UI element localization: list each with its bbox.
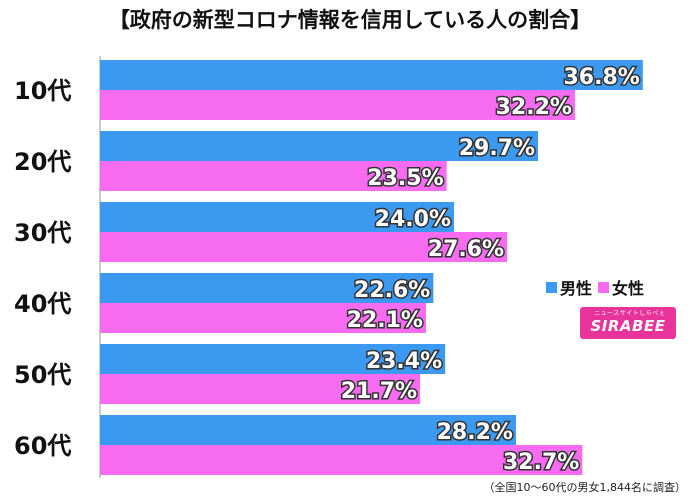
chart-title: 【政府の新型コロナ情報を信用している人の割合】 <box>108 8 592 32</box>
bar-female <box>100 445 583 475</box>
category-label: 20代 <box>14 148 71 176</box>
bar-male <box>100 131 539 161</box>
data-label-male: 28.2% <box>437 420 513 445</box>
data-label-male: 23.4% <box>366 349 442 374</box>
data-label-female: 27.6% <box>428 237 504 262</box>
category-label: 10代 <box>14 77 71 105</box>
data-label-male: 22.6% <box>354 278 430 303</box>
bar-male <box>100 60 643 90</box>
legend-item-male: 男性 <box>546 275 592 299</box>
logo-subtitle: ニュースサイトしらべぇ <box>594 310 666 317</box>
bar-female <box>100 374 421 404</box>
bar-female <box>100 232 508 262</box>
legend-item-female: 女性 <box>598 275 644 299</box>
bar-female <box>100 161 447 191</box>
logo-text: SIRABEE <box>590 317 666 335</box>
data-label-female: 32.7% <box>503 450 579 475</box>
legend-label-female: 女性 <box>612 279 645 298</box>
legend-swatch-male <box>546 281 557 293</box>
data-label-female: 23.5% <box>367 166 443 191</box>
data-label-male: 36.8% <box>563 65 639 90</box>
legend-swatch-female <box>598 281 610 293</box>
legend: 男性 女性 <box>546 275 644 299</box>
bar-male <box>100 273 434 303</box>
category-label: 30代 <box>14 219 71 247</box>
category-label: 60代 <box>14 432 71 460</box>
bar-female <box>100 303 426 333</box>
bar-female <box>100 90 575 120</box>
data-label-male: 24.0% <box>375 207 451 232</box>
data-label-female: 22.1% <box>347 308 423 333</box>
category-label: 40代 <box>14 290 71 318</box>
data-label-female: 32.2% <box>496 95 572 120</box>
bar-male <box>100 202 454 232</box>
category-label: 50代 <box>14 361 71 389</box>
bar-male <box>100 344 446 374</box>
survey-footnote: （全国10～60代の男女1,844名に調査） <box>483 481 686 494</box>
sirabee-logo: ニュースサイトしらべぇ SIRABEE <box>580 307 676 339</box>
data-label-male: 29.7% <box>459 136 535 161</box>
data-label-female: 21.7% <box>341 379 417 404</box>
bar-male <box>100 415 516 445</box>
legend-label-male: 男性 <box>560 279 593 298</box>
